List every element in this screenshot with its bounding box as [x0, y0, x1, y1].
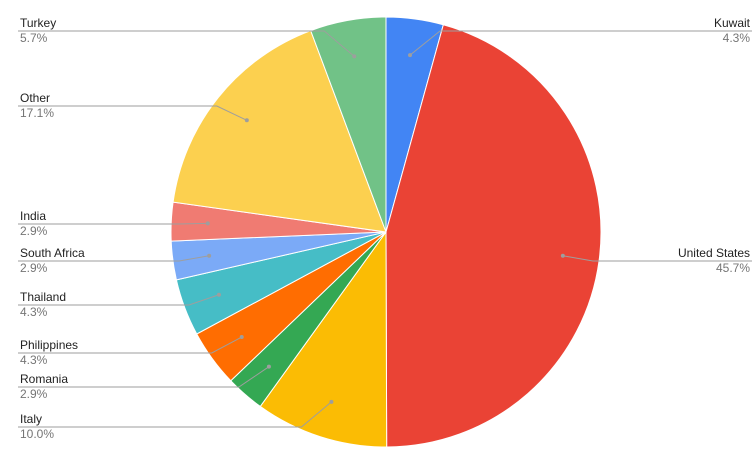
- slice-label-south-africa: South Africa: [20, 246, 85, 260]
- slice-label-romania: Romania: [20, 372, 68, 386]
- slice-label-other: Other: [20, 91, 50, 105]
- slice-percent-united-states: 45.7%: [716, 261, 750, 275]
- slice-percent-italy: 10.0%: [20, 427, 54, 441]
- pie-slice-italy: [259, 230, 388, 448]
- slice-label-india: India: [20, 209, 46, 223]
- leader-line-italy: [18, 401, 332, 428]
- slice-label-united-states: United States: [678, 246, 750, 260]
- slice-label-turkey: Turkey: [20, 16, 56, 30]
- slice-label-kuwait: Kuwait: [714, 16, 751, 30]
- slice-percent-turkey: 5.7%: [20, 31, 48, 45]
- slice-label-philippines: Philippines: [20, 338, 78, 352]
- leader-line-south-africa: [18, 255, 210, 262]
- slice-label-italy: Italy: [20, 412, 42, 426]
- leader-line-united-states: [562, 255, 752, 262]
- leader-line-kuwait: [409, 30, 752, 56]
- leader-lines: [18, 30, 752, 428]
- slice-percent-other: 17.1%: [20, 106, 54, 120]
- leader-line-romania: [18, 366, 270, 388]
- slice-percent-philippines: 4.3%: [20, 353, 48, 367]
- slice-percent-south-africa: 2.9%: [20, 261, 48, 275]
- leader-line-turkey: [18, 30, 355, 57]
- slice-percent-thailand: 4.3%: [20, 305, 48, 319]
- leader-line-other: [18, 105, 248, 121]
- slice-percent-kuwait: 4.3%: [723, 31, 751, 45]
- leader-line-philippines: [18, 336, 242, 354]
- pie-slice-other: [172, 29, 387, 233]
- slice-percent-romania: 2.9%: [20, 387, 48, 401]
- slice-label-thailand: Thailand: [20, 290, 66, 304]
- leader-line-thailand: [18, 294, 220, 306]
- slice-percent-india: 2.9%: [20, 224, 48, 238]
- leader-line-india: [18, 222, 208, 225]
- pie-slices: [170, 16, 602, 448]
